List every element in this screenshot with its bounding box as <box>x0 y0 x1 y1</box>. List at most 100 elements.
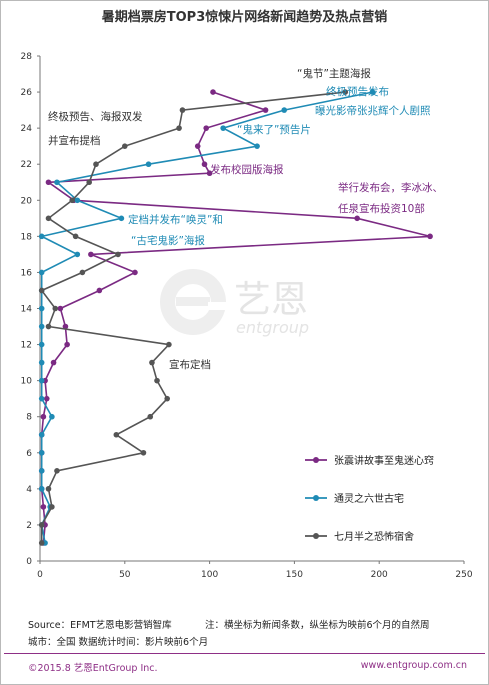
y-tick-label: 6 <box>26 449 32 459</box>
data-point <box>74 251 81 258</box>
data-point <box>176 125 182 131</box>
data-point <box>45 179 52 186</box>
y-tick-label: 10 <box>21 377 33 387</box>
data-point <box>74 197 81 204</box>
watermark-text-main: 艺恩 <box>234 278 308 321</box>
data-point <box>45 323 52 330</box>
annotation-label: 定档并发布“唤灵”和 <box>128 213 223 226</box>
x-tick-label: 250 <box>455 570 472 580</box>
data-point <box>40 504 47 510</box>
data-point <box>38 305 45 312</box>
data-point <box>38 341 45 348</box>
website-link[interactable]: www.entgroup.com.cn <box>360 660 467 671</box>
data-point <box>38 522 45 528</box>
data-point <box>220 125 226 131</box>
data-point <box>49 413 55 420</box>
data-point <box>206 170 213 177</box>
x-tick-label: 150 <box>286 570 303 580</box>
x-tick-label: 0 <box>37 570 43 580</box>
annotation-label: “鬼来了”预告片 <box>237 123 311 136</box>
y-tick-label: 8 <box>26 413 32 423</box>
y-tick-label: 22 <box>21 160 32 170</box>
data-point <box>38 233 45 240</box>
data-point <box>38 468 45 474</box>
data-point <box>45 215 52 222</box>
annotation-label: 终极预告发布 <box>326 85 389 98</box>
data-point <box>57 305 64 312</box>
data-point <box>201 161 208 168</box>
data-point <box>38 395 45 402</box>
data-point <box>262 107 269 113</box>
data-point <box>79 269 86 276</box>
data-point <box>281 107 288 113</box>
data-point <box>38 359 45 366</box>
annotation-label: 发布校园版海报 <box>210 163 284 176</box>
data-point <box>122 143 128 149</box>
annotation-label: “古宅鬼影”海报 <box>131 234 205 247</box>
city-text: 城市：全国 数据统计时间：影片映前6个月 <box>28 637 209 648</box>
data-point <box>140 449 147 456</box>
data-point <box>43 395 50 402</box>
data-point <box>69 197 76 204</box>
annotation-label: “鬼节”主题海报 <box>297 67 371 80</box>
source-text: Source：EFMT艺恩电影营销智库 <box>28 620 172 631</box>
data-point <box>164 395 170 402</box>
data-point <box>86 179 92 186</box>
legend-label: 张震讲故事至鬼迷心窍 <box>334 454 434 467</box>
legend-swatch-dot <box>313 495 319 501</box>
data-point <box>427 233 433 240</box>
copyright-text: ©2015.8 艺恩EntGroup Inc. <box>28 663 158 674</box>
series-3 <box>38 89 349 546</box>
data-point <box>38 377 45 384</box>
annotation-label: 并宣布提档 <box>48 134 101 147</box>
watermark-logo: 艺恩 entgroup <box>160 269 309 337</box>
data-point <box>179 107 186 113</box>
data-point <box>166 341 172 348</box>
annotation-label: 任泉宣布投资10部 <box>338 202 425 215</box>
y-tick-label: 14 <box>21 305 33 315</box>
data-point <box>88 251 94 258</box>
data-point <box>210 89 216 95</box>
y-tick-label: 0 <box>26 557 32 567</box>
data-point <box>96 287 103 294</box>
chart-title: 暑期档票房TOP3惊悚片网络新闻趋势及热点营销 <box>101 10 388 25</box>
legend-label: 通灵之六世古宅 <box>334 492 404 505</box>
annotation-label: 曝光影帝张兆辉个人剧照 <box>315 104 431 117</box>
y-tick-label: 24 <box>21 124 33 134</box>
y-tick-label: 12 <box>21 341 32 351</box>
y-tick-label: 18 <box>21 232 33 242</box>
series-line <box>40 91 346 543</box>
data-point <box>54 468 60 474</box>
data-point <box>38 540 45 546</box>
legend-swatch-dot <box>313 533 319 539</box>
legend-label: 七月半之恐怖宿舍 <box>334 530 414 543</box>
footer-divider <box>4 653 485 654</box>
data-point <box>38 269 45 276</box>
y-tick-label: 4 <box>26 485 32 495</box>
data-point <box>342 89 349 95</box>
data-point <box>115 251 121 258</box>
data-point <box>40 413 47 420</box>
y-tick-label: 20 <box>21 196 33 206</box>
watermark-mark <box>160 269 226 335</box>
y-tick-label: 26 <box>21 88 33 98</box>
data-point <box>52 305 59 312</box>
x-tick-label: 50 <box>119 570 131 580</box>
note-text: 注：横坐标为新闻条数，纵坐标为映前6个月的自然周 <box>205 620 430 631</box>
data-point <box>93 161 99 168</box>
y-tick-label: 2 <box>26 521 32 531</box>
annotation-label: 举行发布会，李冰冰、 <box>338 181 443 194</box>
data-point <box>38 323 45 330</box>
data-point <box>38 287 45 294</box>
data-point <box>62 323 69 330</box>
data-point <box>145 161 152 168</box>
data-point <box>50 359 57 366</box>
annotation-label: 宣布定档 <box>169 358 211 371</box>
data-point <box>38 486 45 492</box>
data-point <box>64 341 70 348</box>
data-point <box>149 359 155 366</box>
